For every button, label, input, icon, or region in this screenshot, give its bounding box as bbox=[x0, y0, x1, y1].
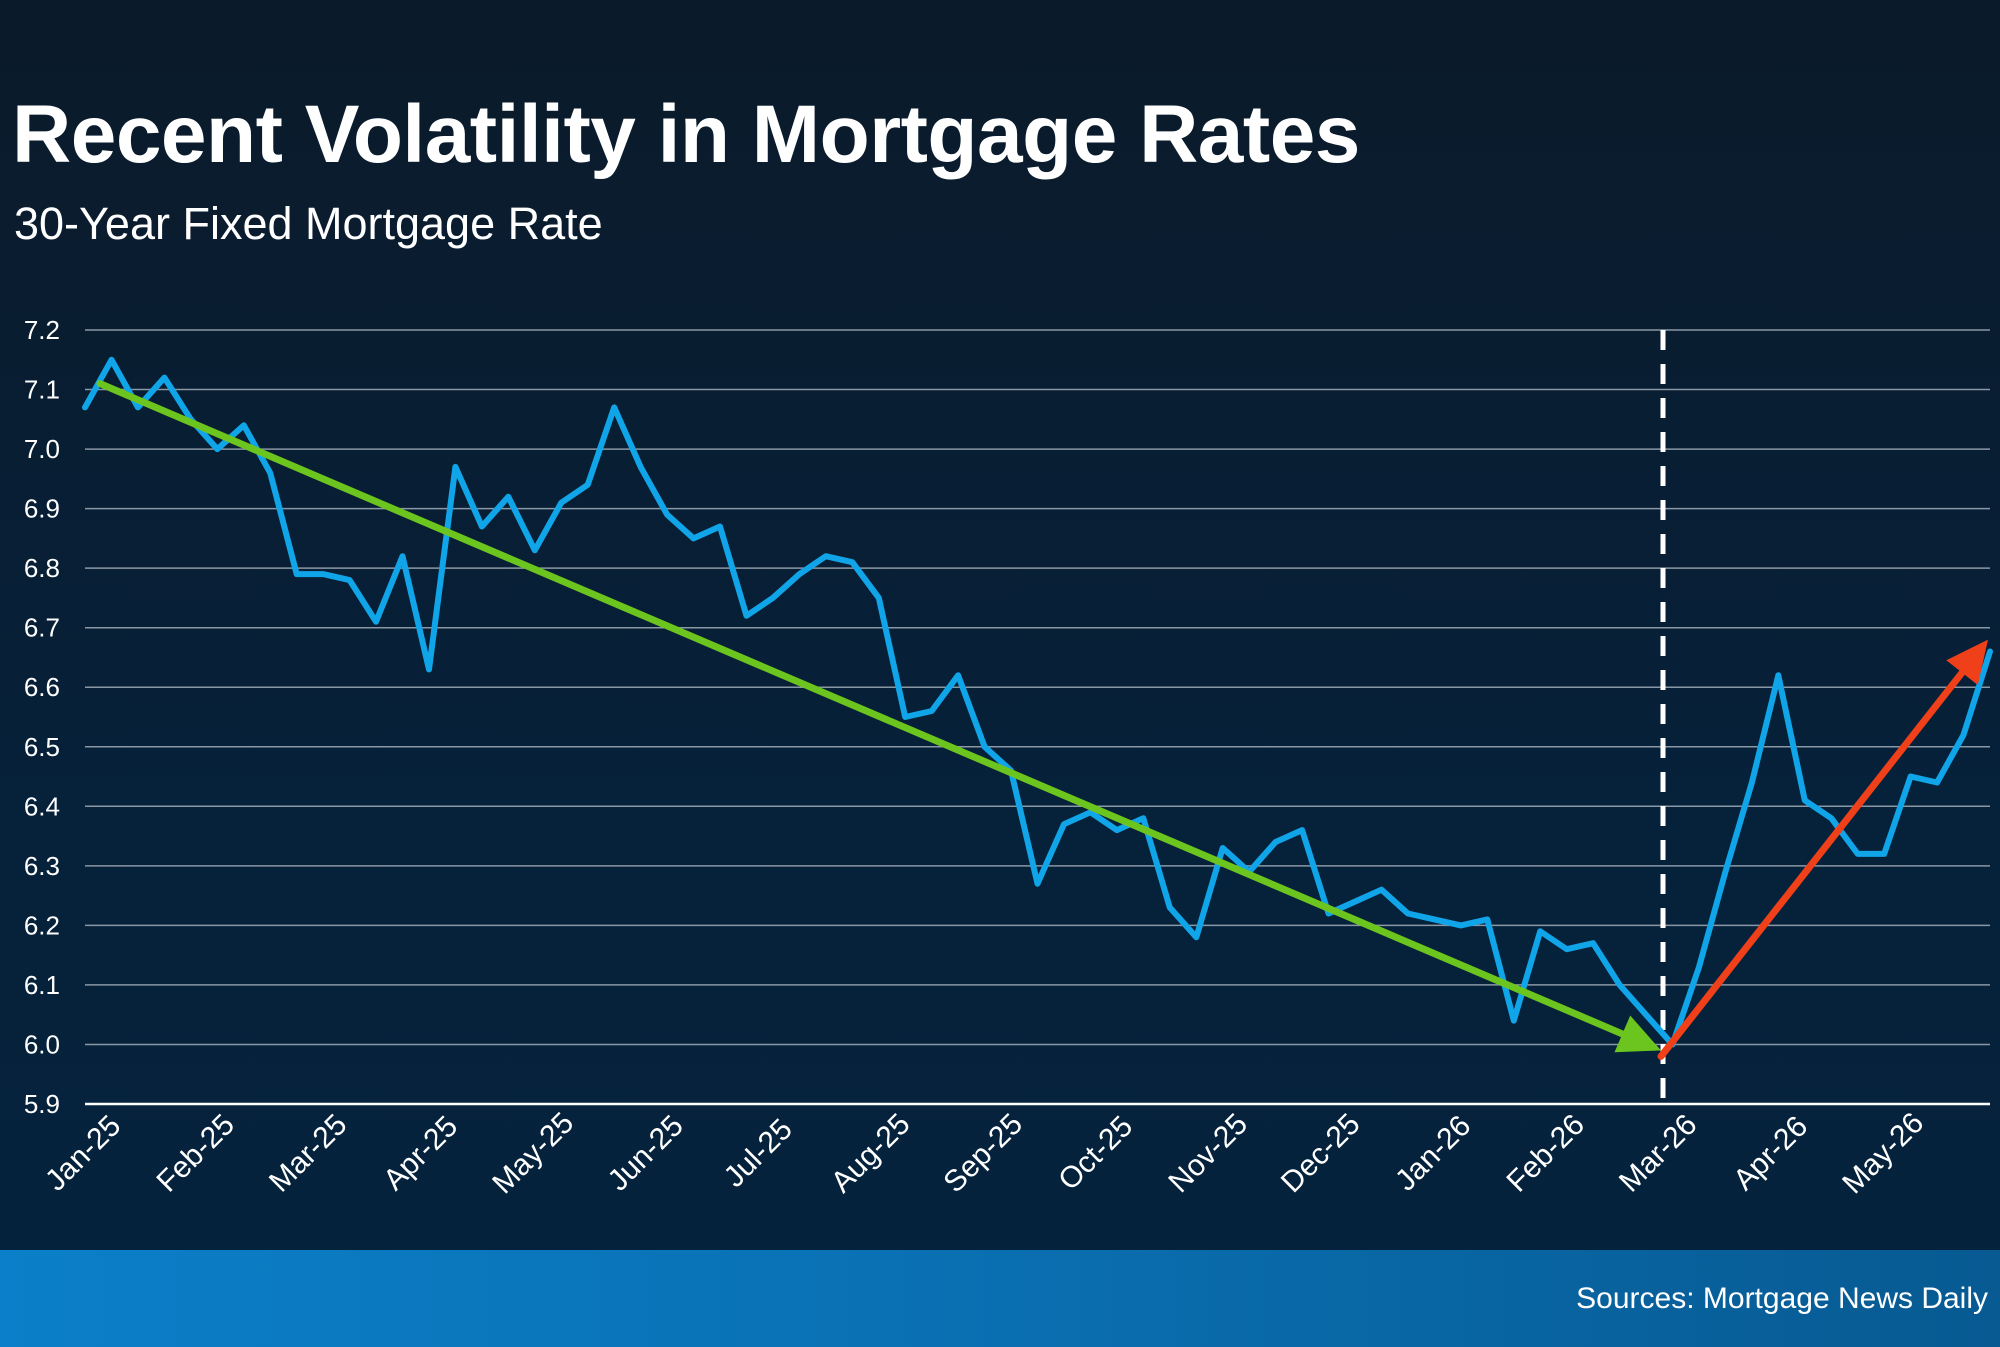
y-tick-label: 6.6 bbox=[24, 672, 60, 702]
chart-subtitle: 30-Year Fixed Mortgage Rate bbox=[14, 198, 603, 249]
source-note: Sources: Mortgage News Daily bbox=[1576, 1282, 1988, 1315]
x-tick-label: Jan-26 bbox=[1389, 1109, 1477, 1197]
mortgage-rate-chart: 7.2 7.1 7.0 6.9 6.8 6.7 6.6 6.5 6.4 6.3 6.2 6.1 6.0 5… bbox=[24, 315, 1993, 1200]
footer-bar: Sources: Mortgage News Daily bbox=[0, 1250, 2000, 1347]
x-tick-label: Feb-26 bbox=[1501, 1108, 1592, 1199]
y-tick-label: 6.9 bbox=[24, 494, 60, 524]
y-tick-label: 7.0 bbox=[24, 434, 60, 464]
y-tick-label: 6.1 bbox=[24, 970, 60, 1000]
x-tick-label: May-25 bbox=[486, 1106, 580, 1200]
x-axis-ticks: Jan-25 Feb-25 Mar-25 Apr-25 May-25 Jun-25 Jul-… bbox=[39, 1106, 1930, 1200]
y-tick-label: 6.8 bbox=[24, 553, 60, 583]
x-tick-label: Aug-25 bbox=[825, 1107, 917, 1199]
y-tick-label: 6.0 bbox=[24, 1029, 60, 1059]
x-tick-label: May-26 bbox=[1836, 1106, 1930, 1200]
y-tick-label: 6.7 bbox=[24, 613, 60, 643]
y-tick-label: 7.1 bbox=[24, 375, 60, 405]
y-tick-label: 6.3 bbox=[24, 851, 60, 881]
x-tick-label: Mar-26 bbox=[1613, 1108, 1704, 1199]
x-tick-label: Oct-25 bbox=[1052, 1110, 1139, 1197]
trend-arrow-down-shaft bbox=[96, 380, 1626, 1038]
gridlines bbox=[85, 329, 1990, 1106]
x-tick-label: Jul-25 bbox=[718, 1113, 799, 1194]
x-tick-label: Jan-25 bbox=[39, 1109, 127, 1197]
y-tick-label: 6.5 bbox=[24, 732, 60, 762]
trend-arrows bbox=[96, 380, 1988, 1060]
y-tick-label: 6.2 bbox=[24, 910, 60, 940]
y-axis-ticks: 7.2 7.1 7.0 6.9 6.8 6.7 6.6 6.5 6.4 6.3 6.2 6.1 6.0 5… bbox=[24, 315, 60, 1119]
series-layer bbox=[82, 356, 1993, 1048]
trend-arrow-up-head bbox=[1946, 639, 1988, 685]
x-tick-label: Apr-26 bbox=[1727, 1110, 1814, 1197]
y-tick-label: 7.2 bbox=[24, 315, 60, 345]
x-tick-label: Jun-25 bbox=[602, 1109, 690, 1197]
x-tick-label: Sep-25 bbox=[937, 1107, 1029, 1199]
trend-arrow-up-shaft bbox=[1657, 669, 1966, 1060]
y-tick-label: 6.4 bbox=[24, 791, 60, 821]
y-tick-label: 5.9 bbox=[24, 1089, 60, 1119]
trend-arrow-down-head bbox=[1614, 1015, 1661, 1053]
x-tick-label: Mar-25 bbox=[263, 1108, 354, 1199]
x-tick-label: Feb-25 bbox=[151, 1108, 242, 1199]
x-tick-label: Nov-25 bbox=[1162, 1107, 1254, 1199]
x-tick-label: Apr-25 bbox=[377, 1110, 464, 1197]
chart-title: Recent Volatility in Mortgage Rates bbox=[12, 89, 1360, 180]
rate-series-line bbox=[82, 356, 1993, 1048]
x-tick-label: Dec-25 bbox=[1275, 1107, 1367, 1199]
